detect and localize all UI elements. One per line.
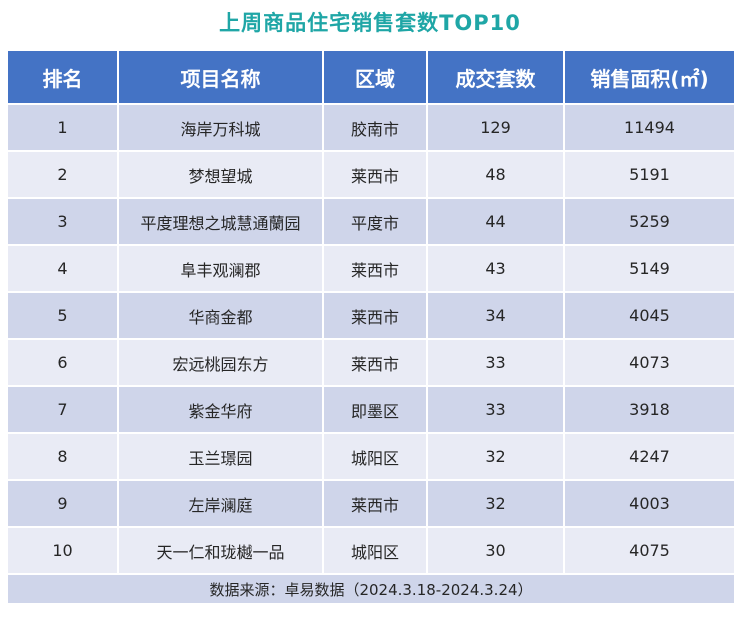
- rank-cell: 6: [6, 338, 119, 387]
- rank-cell: 8: [6, 432, 119, 481]
- rank-cell: 4: [6, 244, 119, 293]
- project-name-cell: 阜丰观澜郡: [117, 244, 324, 293]
- units-sold-cell: 30: [426, 526, 565, 575]
- units-sold-cell: 33: [426, 338, 565, 387]
- table-row: 1 海岸万科城 胶南市 129 11494: [6, 103, 736, 152]
- units-sold-cell: 34: [426, 291, 565, 340]
- header-rank: 排名: [6, 49, 119, 105]
- table-row: 9 左岸澜庭 莱西市 32 4003: [6, 479, 736, 528]
- region-cell: 莱西市: [322, 244, 428, 293]
- sales-area-cell: 4045: [563, 291, 736, 340]
- source-note: 数据来源：卓易数据（2024.3.18-2024.3.24）: [6, 573, 736, 605]
- project-name-cell: 天一仁和珑樾一品: [117, 526, 324, 575]
- project-name-cell: 华商金都: [117, 291, 324, 340]
- table-row: 6 宏远桃园东方 莱西市 33 4073: [6, 338, 736, 387]
- table-row: 7 紫金华府 即墨区 33 3918: [6, 385, 736, 434]
- table-row: 4 阜丰观澜郡 莱西市 43 5149: [6, 244, 736, 293]
- units-sold-cell: 33: [426, 385, 565, 434]
- rank-cell: 2: [6, 150, 119, 199]
- rank-cell: 7: [6, 385, 119, 434]
- project-name-cell: 宏远桃园东方: [117, 338, 324, 387]
- sales-area-cell: 4003: [563, 479, 736, 528]
- region-cell: 莱西市: [322, 479, 428, 528]
- project-name-cell: 紫金华府: [117, 385, 324, 434]
- sales-area-cell: 3918: [563, 385, 736, 434]
- region-cell: 胶南市: [322, 103, 428, 152]
- header-sales-area: 销售面积(㎡): [563, 49, 736, 105]
- units-sold-cell: 48: [426, 150, 565, 199]
- region-cell: 城阳区: [322, 526, 428, 575]
- header-row: 排名 项目名称 区域 成交套数 销售面积(㎡): [6, 49, 736, 105]
- sales-area-cell: 4247: [563, 432, 736, 481]
- chart-title: 上周商品住宅销售套数TOP10: [219, 11, 521, 35]
- header-project-name: 项目名称: [117, 49, 324, 105]
- table-row: 3 平度理想之城慧通蘭园 平度市 44 5259: [6, 197, 736, 246]
- project-name-cell: 玉兰璟园: [117, 432, 324, 481]
- source-row: 数据来源：卓易数据（2024.3.18-2024.3.24）: [6, 573, 736, 605]
- sales-area-cell: 5259: [563, 197, 736, 246]
- units-sold-cell: 32: [426, 432, 565, 481]
- region-cell: 平度市: [322, 197, 428, 246]
- table-row: 2 梦想望城 莱西市 48 5191: [6, 150, 736, 199]
- project-name-cell: 海岸万科城: [117, 103, 324, 152]
- rank-cell: 1: [6, 103, 119, 152]
- project-name-cell: 左岸澜庭: [117, 479, 324, 528]
- sales-area-cell: 4075: [563, 526, 736, 575]
- rank-cell: 5: [6, 291, 119, 340]
- table-row: 10 天一仁和珑樾一品 城阳区 30 4075: [6, 526, 736, 575]
- sales-area-cell: 11494: [563, 103, 736, 152]
- rank-cell: 10: [6, 526, 119, 575]
- table-row: 5 华商金都 莱西市 34 4045: [6, 291, 736, 340]
- sales-area-cell: 5149: [563, 244, 736, 293]
- units-sold-cell: 129: [426, 103, 565, 152]
- project-name-cell: 梦想望城: [117, 150, 324, 199]
- region-cell: 即墨区: [322, 385, 428, 434]
- table-row: 8 玉兰璟园 城阳区 32 4247: [6, 432, 736, 481]
- sales-area-cell: 5191: [563, 150, 736, 199]
- units-sold-cell: 44: [426, 197, 565, 246]
- region-cell: 城阳区: [322, 432, 428, 481]
- region-cell: 莱西市: [322, 150, 428, 199]
- rank-cell: 9: [6, 479, 119, 528]
- header-units-sold: 成交套数: [426, 49, 565, 105]
- units-sold-cell: 43: [426, 244, 565, 293]
- rank-cell: 3: [6, 197, 119, 246]
- table-body: 1 海岸万科城 胶南市 129 11494 2 梦想望城 莱西市 48 5191 3 平度理想之城慧通…: [6, 103, 736, 575]
- region-cell: 莱西市: [322, 291, 428, 340]
- sales-area-cell: 4073: [563, 338, 736, 387]
- region-cell: 莱西市: [322, 338, 428, 387]
- units-sold-cell: 32: [426, 479, 565, 528]
- project-name-cell: 平度理想之城慧通蘭园: [117, 197, 324, 246]
- header-region: 区域: [322, 49, 428, 105]
- sales-table: 排名 项目名称 区域 成交套数 销售面积(㎡) 1 海岸万科城 胶南市 129 1149…: [6, 49, 736, 605]
